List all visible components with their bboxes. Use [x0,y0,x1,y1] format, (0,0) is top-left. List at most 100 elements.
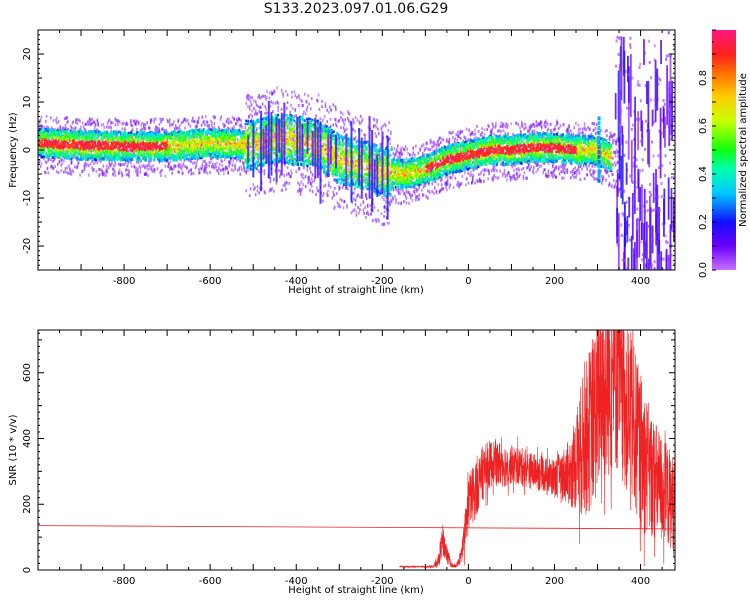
spectrogram-cell [297,181,299,185]
spectrogram-cell [354,116,357,120]
spectrogram-cell [455,133,458,137]
spectrogram-cell [332,103,334,107]
spectrogram-cell [88,132,91,136]
spectrogram-cell [79,158,82,161]
spectrogram-cell [245,171,248,175]
spectrogram-cell [503,168,506,172]
spectrogram-cell [149,121,152,125]
spectrogram-cell [179,128,181,132]
spectrogram-cell [273,189,275,193]
spectrogram-cell [488,172,490,176]
spectrogram-cell [255,103,258,107]
spectrogram-cell [76,122,79,126]
spectrogram-cell [431,190,433,194]
spectrogram-cell [91,148,94,152]
spectrogram-cell [613,132,616,136]
spectrogram-cell [274,169,277,173]
spectrogram-cell [457,180,459,184]
spectrogram-cell [39,165,42,169]
spectrogram-cell [119,158,122,162]
spectrogram-cell [485,168,488,172]
spectrogram-cell [83,132,86,136]
spectrogram-cell [537,122,539,126]
spectrogram-cell [583,122,586,126]
spectrogram-cell [148,137,151,141]
spectrogram-cell [270,100,273,104]
spectrogram-cell [99,151,101,155]
spectrogram-cell [144,164,147,168]
spectrogram-cell [205,164,208,168]
spectrogram-cell [109,137,112,141]
spectrogram-cell [377,127,379,131]
spectrogram-cell [56,148,59,151]
spectrogram-cell [561,165,563,169]
spectrogram-cell [302,183,304,187]
spectrogram-cell [384,200,387,204]
spectrogram-cell [499,124,501,128]
spectrogram-cell [162,152,165,156]
spectrogram-cell [147,174,149,178]
spectrogram-cell [256,185,259,189]
spectrogram-cell [49,130,52,133]
spectrogram-cell [171,123,174,127]
spectrogram-cell [174,139,177,142]
spectrogram-cell [273,90,276,94]
spectrogram-cell [124,153,127,157]
spectrogram-cell [562,170,564,174]
spectrogram-cell [392,188,395,192]
spectrogram-cell [135,140,138,144]
spectrogram-cell [446,180,448,184]
spectrogram-cell [52,166,55,170]
spectrogram-cell [269,104,272,108]
spectrogram-cell [248,97,250,101]
spectrogram-cell [498,129,501,133]
spectrogram-cell [153,159,156,162]
spectrogram-cell [65,135,68,138]
spectrogram-cell [588,169,591,173]
spectrogram-cell [316,99,319,103]
spectrogram-cell [180,163,182,167]
spectrogram-cell [293,130,296,134]
spectrogram-cell [535,170,538,174]
spectrogram-cell [259,96,261,100]
spectrogram-cell [182,162,185,166]
spectrogram-cell [571,173,574,177]
spectrogram-cell [159,159,162,162]
spectrogram-cell [400,149,403,153]
spectrogram-cell [301,99,304,103]
spectrogram-cell [323,115,326,119]
spectrogram-cell [155,147,158,151]
spectrogram-cell [562,123,564,127]
spectrogram-cell [605,168,607,172]
spectrogram-cell [572,132,575,136]
spectrogram-cell [42,135,45,138]
spectrogram-cell [264,191,266,195]
spectrogram-cell [152,148,155,152]
spectrogram-cell [167,155,170,158]
spectrogram-cell [607,183,610,187]
spectrogram-cell [328,184,330,188]
spectrogram-cell [166,158,169,162]
spectrogram-cell [512,176,514,180]
spectrogram-cell [82,142,85,146]
spectrogram-cell [380,212,383,216]
spectrogram-cell [122,132,125,136]
spectrogram-cell [475,136,477,140]
spectrogram-cell [165,144,167,148]
spectrogram-cell [589,172,592,176]
spectrogram-cell [97,140,100,143]
spectrogram-cell [582,131,584,135]
spectrogram-cell [384,124,387,128]
spectrogram-cell [66,120,69,124]
spectrogram-cell [39,155,42,159]
spectrogram-cell [545,119,547,123]
spectrogram-cell [527,164,530,168]
spectrogram-cell [280,189,283,193]
spectrogram-cell [143,172,146,176]
spectrogram-cell [341,176,343,180]
spectrogram-cell [230,121,233,125]
spectrogram-cell [514,178,517,182]
spectrogram-cell [464,183,467,187]
spectrogram-cell [367,213,370,217]
spectrogram-cell [538,121,541,125]
